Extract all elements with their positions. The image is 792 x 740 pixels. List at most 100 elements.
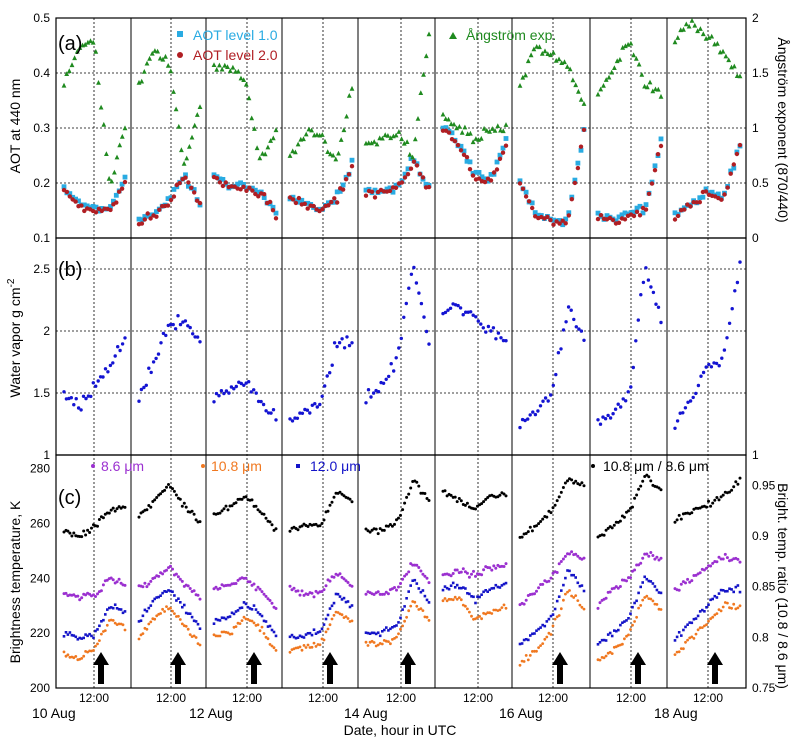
xtick-date-0: 10 Aug xyxy=(32,705,76,721)
ratio-point-d2-3 xyxy=(218,511,222,515)
wv-point-d5-12 xyxy=(471,313,475,317)
wv-point-d4-5 xyxy=(376,390,381,394)
bt120-point-d7-7 xyxy=(610,634,614,638)
bt120-point-d5-28 xyxy=(498,586,502,589)
bt108-point-d7-4 xyxy=(604,654,608,658)
bt86-point-d5-13 xyxy=(467,575,471,579)
bt108-point-d1-12 xyxy=(161,607,165,611)
angstrom-point-d6-10 xyxy=(545,51,551,56)
bt120-point-d3-10 xyxy=(308,631,312,635)
bt120-point-d8-18 xyxy=(711,597,714,601)
bt120-point-d5-5 xyxy=(451,581,455,585)
ylabel-aot: AOT at 440 nm xyxy=(7,79,23,174)
bt86-point-d6-27 xyxy=(574,552,578,556)
bt108-point-d3-31 xyxy=(350,619,354,623)
bt86-point-d2-18 xyxy=(248,580,252,584)
aot1-point-d1-11 xyxy=(168,195,174,201)
wv-point-d8-8 xyxy=(694,391,698,396)
bt86-point-d2-23 xyxy=(258,587,262,591)
bt86-point-d8-15 xyxy=(705,566,708,570)
wv-point-d8-24 xyxy=(735,280,740,285)
bt120-point-d6-25 xyxy=(570,573,573,577)
bt120-point-d6-17 xyxy=(553,607,557,611)
y2tick-c-2: 0.85 xyxy=(752,580,776,594)
wv-point-d6-18 xyxy=(564,320,568,324)
bt86-point-d7-22 xyxy=(641,556,645,560)
aot2-point-d1-11 xyxy=(168,197,174,203)
angstrom-point-d8-12 xyxy=(706,35,712,40)
ratio-point-d6-15 xyxy=(549,511,553,515)
bt86-point-d8-21 xyxy=(717,555,721,559)
bt108-point-d1-8 xyxy=(153,617,157,621)
angstrom-point-d0-21 xyxy=(117,142,123,148)
angstrom-point-d0-9 xyxy=(85,39,91,45)
wv-point-d1-20 xyxy=(186,324,190,328)
bt86-point-d0-22 xyxy=(105,578,109,582)
wv-point-d7-12 xyxy=(626,390,630,394)
bt120-point-d3-24 xyxy=(336,592,340,596)
bt108-point-d4-7 xyxy=(378,642,382,645)
bt108-point-d0-31 xyxy=(123,628,127,632)
bt108-point-d5-18 xyxy=(478,615,481,618)
bt108-point-d6-12 xyxy=(543,637,547,641)
wv-point-d0-22 xyxy=(116,345,120,349)
bt108-point-d6-9 xyxy=(537,646,540,649)
bt108-point-d7-21 xyxy=(639,604,643,607)
angstrom-point-d7-12 xyxy=(628,40,634,46)
bt120-point-d4-4 xyxy=(372,631,376,635)
bt120-point-d5-19 xyxy=(480,593,483,596)
ratio-point-d4-21 xyxy=(407,492,411,496)
angstrom-point-d3-8 xyxy=(309,127,314,133)
bt120-point-d3-18 xyxy=(324,617,328,621)
aot2-point-d5-19 xyxy=(497,156,503,161)
bt120-point-d0-9 xyxy=(80,637,83,640)
wv-point-d0-9 xyxy=(84,396,88,401)
bt120-point-d6-26 xyxy=(572,573,575,577)
ratio-point-d4-16 xyxy=(397,516,400,520)
wv-point-d6-8 xyxy=(538,404,543,408)
ratio-point-d6-10 xyxy=(539,520,543,523)
bt108-point-d4-13 xyxy=(391,638,394,641)
ratio-point-d8-29 xyxy=(734,480,738,484)
ratio-point-d1-5 xyxy=(147,504,151,507)
wv-point-d7-0 xyxy=(596,418,600,422)
ratio-point-d7-11 xyxy=(618,519,622,523)
angstrom-point-d0-0 xyxy=(61,82,67,88)
bt86-point-d2-1 xyxy=(214,585,218,589)
bt108-point-d4-21 xyxy=(407,609,411,613)
aot2-point-d2-10 xyxy=(241,184,246,189)
bt86-point-d6-21 xyxy=(561,557,565,561)
bt86-point-d6-9 xyxy=(537,586,541,590)
angstrom-point-d4-14 xyxy=(401,140,407,146)
bt108-point-d5-29 xyxy=(500,606,504,609)
bt120-point-d4-12 xyxy=(389,627,392,631)
ratio-point-d2-22 xyxy=(256,508,260,512)
bt120-point-d4-8 xyxy=(381,630,384,633)
bt120-point-d6-27 xyxy=(574,576,577,579)
ratio-point-d8-1 xyxy=(675,518,679,522)
angstrom-point-d2-9 xyxy=(235,68,241,74)
y2label-ratio: Bright. temp. ratio (10.8 / 8.6 μm) xyxy=(775,483,791,689)
bt108-point-d0-22 xyxy=(105,623,109,627)
ratio-point-d0-2 xyxy=(66,529,70,533)
ratio-point-d4-6 xyxy=(376,532,380,536)
ratio-point-d1-19 xyxy=(174,493,178,497)
bt108-point-d5-25 xyxy=(492,608,496,612)
bt108-point-d4-30 xyxy=(425,615,429,619)
ratio-point-d2-31 xyxy=(274,527,278,531)
bt86-point-d2-21 xyxy=(254,588,258,592)
bt108-point-d2-26 xyxy=(264,635,268,639)
bt120-point-d0-26 xyxy=(113,603,117,606)
bt108-point-d1-11 xyxy=(159,612,163,615)
angstrom-point-d0-13 xyxy=(96,80,101,85)
bt86-point-d6-7 xyxy=(533,592,536,596)
ytick-c-0: 200 xyxy=(30,681,50,695)
wv-point-d2-25 xyxy=(274,418,278,422)
aot1-point-d2-10 xyxy=(241,182,246,187)
legend-ratio-marker xyxy=(591,464,595,468)
wv-point-d5-16 xyxy=(481,326,485,330)
ratio-point-d1-8 xyxy=(153,498,157,502)
angstrom-point-d1-17 xyxy=(181,160,187,166)
wv-point-d0-14 xyxy=(96,379,100,383)
aot2-point-d3-18 xyxy=(340,187,346,192)
